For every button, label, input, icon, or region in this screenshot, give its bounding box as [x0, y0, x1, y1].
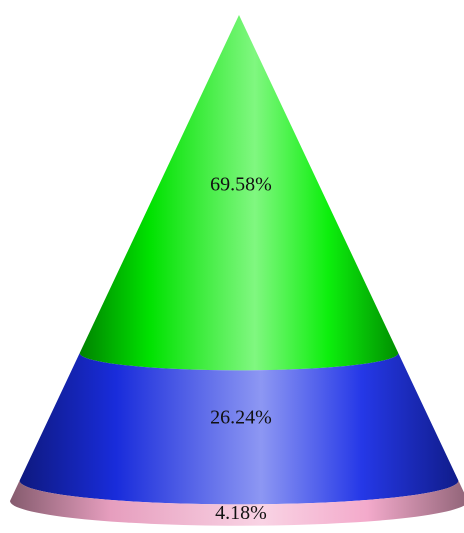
segment-label-2: 26.24% — [210, 407, 272, 429]
cone-segment-3 — [10, 480, 464, 526]
cone-segments — [10, 15, 464, 526]
cone-segment-1 — [79, 15, 399, 371]
cone-labels: 69.58% 26.24% 4.18% — [210, 174, 272, 525]
segment-label-3: 4.18% — [215, 502, 267, 524]
segment-label-1: 69.58% — [210, 174, 272, 196]
cone-segment-2 — [19, 353, 459, 505]
